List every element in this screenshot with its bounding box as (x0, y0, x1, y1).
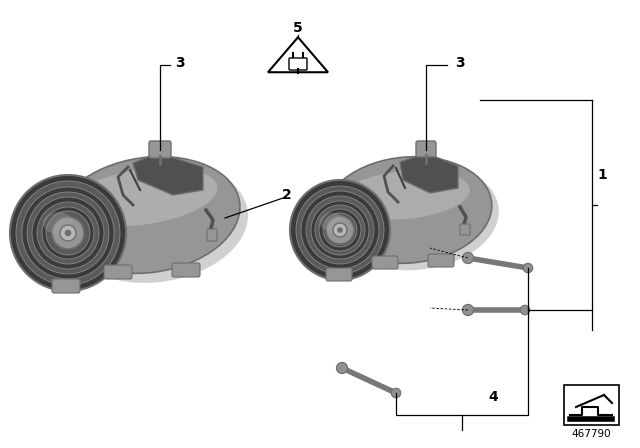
Circle shape (37, 202, 99, 264)
Circle shape (315, 205, 365, 255)
Circle shape (323, 213, 357, 247)
Circle shape (520, 305, 530, 315)
Circle shape (326, 216, 354, 244)
FancyBboxPatch shape (104, 265, 132, 279)
Circle shape (65, 230, 71, 236)
Circle shape (337, 228, 342, 233)
Circle shape (22, 187, 114, 279)
Circle shape (311, 201, 369, 259)
Text: 3: 3 (455, 56, 465, 70)
Circle shape (333, 223, 347, 237)
Text: 4: 4 (488, 390, 498, 404)
Circle shape (290, 180, 390, 280)
Circle shape (296, 186, 384, 274)
Circle shape (60, 225, 76, 241)
Text: 2: 2 (282, 188, 292, 202)
FancyBboxPatch shape (207, 229, 217, 241)
Circle shape (32, 197, 104, 269)
Bar (564, 385, 619, 425)
Circle shape (337, 362, 348, 374)
Circle shape (462, 252, 474, 263)
Circle shape (16, 181, 120, 285)
Circle shape (462, 304, 474, 315)
Circle shape (391, 388, 401, 398)
Ellipse shape (68, 168, 218, 226)
Circle shape (319, 209, 361, 251)
Circle shape (306, 196, 374, 264)
Circle shape (301, 191, 379, 269)
Ellipse shape (319, 213, 345, 231)
Ellipse shape (56, 157, 240, 273)
FancyBboxPatch shape (326, 268, 352, 281)
Ellipse shape (340, 170, 470, 220)
FancyBboxPatch shape (416, 141, 436, 157)
Text: 1: 1 (597, 168, 607, 182)
Polygon shape (268, 37, 328, 72)
Circle shape (46, 211, 90, 255)
Polygon shape (400, 153, 458, 193)
Ellipse shape (329, 162, 499, 270)
FancyBboxPatch shape (172, 263, 200, 277)
Polygon shape (133, 153, 203, 195)
Ellipse shape (43, 212, 73, 234)
Text: 5: 5 (293, 21, 303, 35)
Circle shape (10, 175, 126, 291)
Ellipse shape (64, 163, 248, 283)
Circle shape (42, 207, 94, 259)
FancyBboxPatch shape (289, 58, 307, 70)
FancyBboxPatch shape (428, 254, 454, 267)
FancyBboxPatch shape (372, 256, 398, 269)
Ellipse shape (324, 157, 492, 263)
FancyBboxPatch shape (52, 279, 80, 293)
Text: 3: 3 (175, 56, 184, 70)
Circle shape (524, 263, 532, 273)
FancyBboxPatch shape (149, 141, 171, 158)
Circle shape (27, 192, 109, 274)
FancyBboxPatch shape (460, 224, 470, 235)
Text: 467790: 467790 (572, 429, 611, 439)
Circle shape (52, 217, 84, 249)
